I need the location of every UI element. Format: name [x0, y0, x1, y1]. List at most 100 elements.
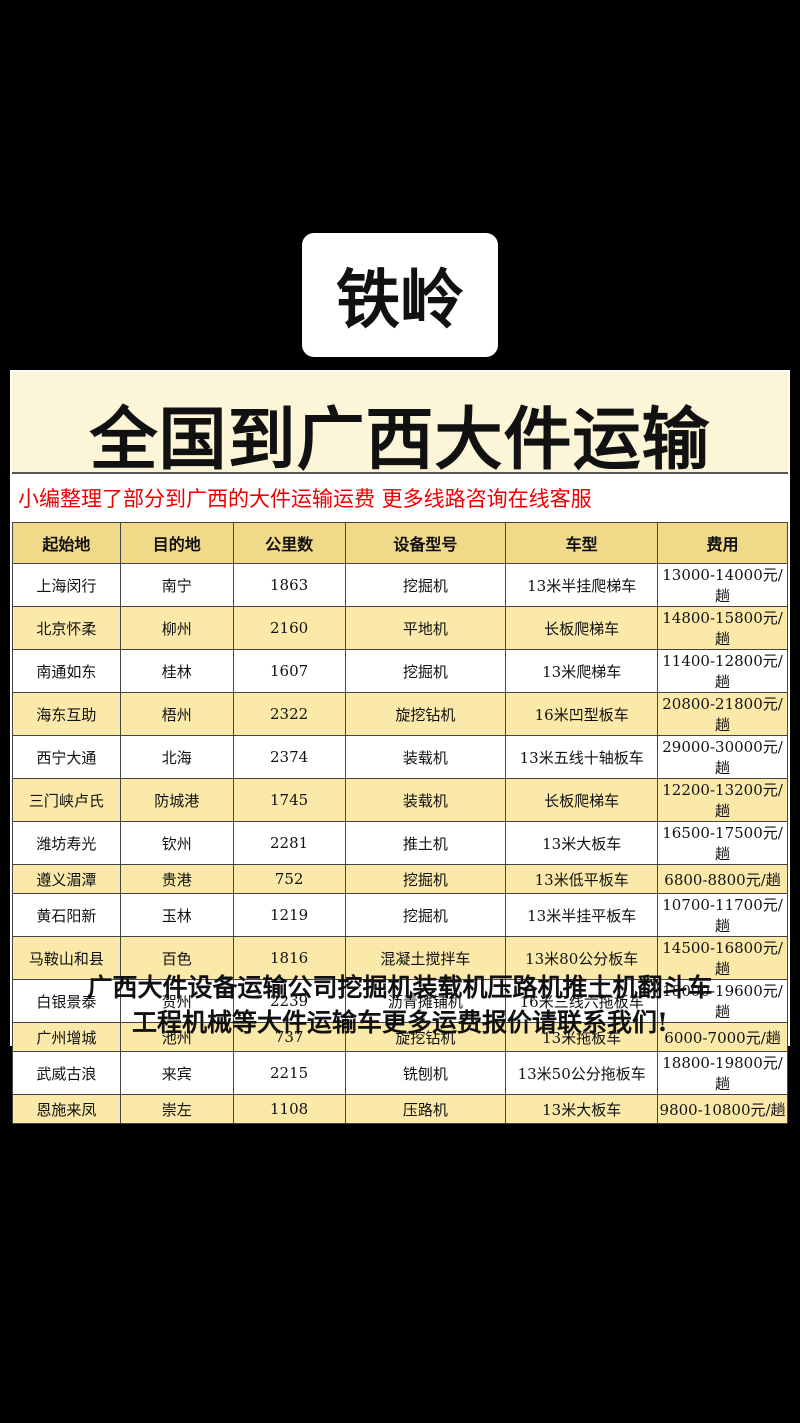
column-header: 设备型号 [344, 522, 507, 564]
table-cell: 梧州 [119, 692, 234, 736]
table-row: 白银景泰 贺州 2239 沥青摊铺机 16米三线六拖板车 18000-19600元/趟 [12, 979, 788, 1023]
table-row: 潍坊寿光 钦州 2281 推土机 13米大板车 16500-17500元/趟 [12, 821, 788, 865]
table-cell: 1108 [232, 1094, 346, 1124]
table-cell: 马鞍山和县 [12, 936, 121, 980]
table-cell: 挖掘机 [344, 563, 507, 607]
table-cell: 2215 [232, 1051, 346, 1095]
table-cell: 12200-13200元/趟 [657, 778, 788, 822]
table-cell: 20800-21800元/趟 [657, 692, 788, 736]
table-cell: 百色 [119, 936, 234, 980]
table-cell: 贵港 [119, 864, 234, 894]
table-cell: 2322 [232, 692, 346, 736]
table-cell: 铣刨机 [344, 1051, 507, 1095]
table-cell: 北海 [119, 735, 234, 779]
table-cell: 10700-11700元/趟 [657, 893, 788, 937]
table-cell: 压路机 [344, 1094, 507, 1124]
header-row: 起始地 目的地 公里数 设备型号 车型 费用 [12, 522, 788, 564]
column-header: 公里数 [232, 522, 346, 564]
table-cell: 13000-14000元/趟 [657, 563, 788, 607]
table-cell: 旋挖钻机 [344, 692, 507, 736]
table-cell: 16500-17500元/趟 [657, 821, 788, 865]
table-cell: 柳州 [119, 606, 234, 650]
table-cell: 2374 [232, 735, 346, 779]
table-row: 遵义湄潭 贵港 752 挖掘机 13米低平板车 6800-8800元/趟 [12, 864, 788, 894]
table-row: 武威古浪 来宾 2215 铣刨机 13米50公分拖板车 18800-19800元/趟 [12, 1051, 788, 1095]
column-header: 费用 [657, 522, 788, 564]
table-cell: 1607 [232, 649, 346, 693]
table-cell: 1745 [232, 778, 346, 822]
footer: 广西大件设备运输公司挖掘机装载机压路机推土机翻斗车 工程机械等大件运输车更多运费报… [12, 970, 788, 1040]
badge: 铁岭 [302, 233, 498, 357]
table-cell: 三门峡卢氏 [12, 778, 121, 822]
table-cell: 1863 [232, 563, 346, 607]
table-cell: 1816 [232, 936, 346, 980]
table-body: 上海闵行 南宁 1863 挖掘机 13米半挂爬梯车 13000-14000元/趟 北京怀柔柳… [12, 563, 788, 1124]
table-row: 上海闵行 南宁 1863 挖掘机 13米半挂爬梯车 13000-14000元/趟 [12, 563, 788, 607]
table-cell: 广州增城 [12, 1022, 121, 1052]
table-cell: 挖掘机 [344, 649, 507, 693]
table-row: 黄石阳新 玉林 1219 挖掘机 13米半挂平板车 10700-11700元/趟 [12, 893, 788, 937]
table-cell: 玉林 [119, 893, 234, 937]
table-cell: 防城港 [119, 778, 234, 822]
table-cell: 29000-30000元/趟 [657, 735, 788, 779]
table-cell: 上海闵行 [12, 563, 121, 607]
table-cell: 钦州 [119, 821, 234, 865]
table-cell: 13米爬梯车 [505, 649, 659, 693]
table-cell: 推土机 [344, 821, 507, 865]
table-row: 南通如东 桂林 1607 挖掘机 13米爬梯车 11400-12800元/趟 [12, 649, 788, 693]
table-cell: 旋挖钻机 [344, 1022, 507, 1052]
price-table: 起始地 目的地 公里数 设备型号 车型 费用 上海闵行 南宁 1863 挖掘机 13米半挂爬梯车 1… [12, 522, 788, 1124]
table-cell: 装载机 [344, 735, 507, 779]
table-cell: 平地机 [344, 606, 507, 650]
table-cell: 黄石阳新 [12, 893, 121, 937]
table-cell: 武威古浪 [12, 1051, 121, 1095]
table-cell: 13米50公分拖板车 [505, 1051, 659, 1095]
table-cell: 737 [232, 1022, 346, 1052]
column-header: 起始地 [12, 522, 121, 564]
table-cell: 13米半挂平板车 [505, 893, 659, 937]
table-row: 海东互助 梧州 2322 旋挖钻机 16米凹型板车 20800-21800元/趟 [12, 692, 788, 736]
table-cell: 6000-7000元/趟 [657, 1022, 788, 1052]
table-cell: 长板爬梯车 [505, 606, 659, 650]
title: 全国到广西大件运输 [89, 400, 711, 480]
column-header: 车型 [505, 522, 659, 564]
table-cell: 崇左 [119, 1094, 234, 1124]
table-cell: 13米大板车 [505, 1094, 659, 1124]
table-cell: 南宁 [119, 563, 234, 607]
table-cell: 来宾 [119, 1051, 234, 1095]
table-cell: 2239 [232, 979, 346, 1023]
table-cell: 贺州 [119, 979, 234, 1023]
table-cell: 西宁大通 [12, 735, 121, 779]
table-cell: 1219 [232, 893, 346, 937]
table-cell: 9800-10800元/趟 [657, 1094, 788, 1124]
table-cell: 海东互助 [12, 692, 121, 736]
table-cell: 11400-12800元/趟 [657, 649, 788, 693]
table-row: 广州增城 池州 737 旋挖钻机 13米拖板车 6000-7000元/趟 [12, 1022, 788, 1052]
table-cell: 6800-8800元/趟 [657, 864, 788, 894]
table-cell: 白银景泰 [12, 979, 121, 1023]
table-cell: 潍坊寿光 [12, 821, 121, 865]
table-cell: 2160 [232, 606, 346, 650]
table-cell: 16米凹型板车 [505, 692, 659, 736]
footer-line: 广西大件设备运输公司挖掘机装载机压路机推土机翻斗车 [87, 973, 713, 1002]
table-cell: 18800-19800元/趟 [657, 1051, 788, 1095]
table-row: 马鞍山和县 百色 1816 混凝土搅拌车 13米80公分板车 14500-16800元/趟 [12, 936, 788, 980]
table-cell: 长板爬梯车 [505, 778, 659, 822]
table-cell: 南通如东 [12, 649, 121, 693]
footer-line: 工程机械等大件运输车更多运费报价请联系我们! [132, 1008, 668, 1037]
subtitle: 小编整理了部分到广西的大件运输运费 更多线路咨询在线客服 [12, 472, 788, 522]
table-cell: 752 [232, 864, 346, 894]
table-cell: 13米半挂爬梯车 [505, 563, 659, 607]
table-cell: 混凝土搅拌车 [344, 936, 507, 980]
table-cell: 北京怀柔 [12, 606, 121, 650]
table-cell: 桂林 [119, 649, 234, 693]
table-cell: 遵义湄潭 [12, 864, 121, 894]
table-cell: 13米80公分板车 [505, 936, 659, 980]
table-cell: 18000-19600元/趟 [657, 979, 788, 1023]
table-cell: 沥青摊铺机 [344, 979, 507, 1023]
column-header: 目的地 [119, 522, 234, 564]
table-row: 西宁大通 北海 2374 装载机 13米五线十轴板车 29000-30000元/趟 [12, 735, 788, 779]
table-cell: 池州 [119, 1022, 234, 1052]
table-cell: 2281 [232, 821, 346, 865]
